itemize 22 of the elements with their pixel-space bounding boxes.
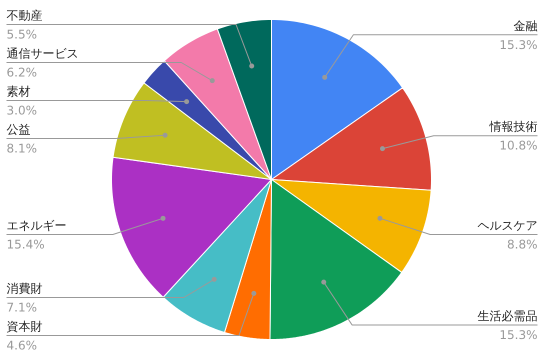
slice-label: 通信サービス <box>6 46 78 60</box>
slice-label: 情報技術 <box>488 120 538 134</box>
data-label: 15.3% <box>499 38 538 52</box>
slice-label: 資本財 <box>6 320 42 334</box>
slice-label: 素材 <box>6 84 30 98</box>
slice-label: 公益 <box>6 122 30 136</box>
data-label: 8.1% <box>6 142 37 156</box>
data-label: 3.0% <box>6 104 37 118</box>
data-label: 7.1% <box>6 300 37 314</box>
data-label: 5.5% <box>6 28 37 42</box>
slice-label: 金融 <box>514 18 538 33</box>
data-label: 15.4% <box>6 237 45 252</box>
data-label: 15.3% <box>499 328 538 342</box>
data-label: 10.8% <box>499 138 538 153</box>
data-label: 6.2% <box>6 66 37 80</box>
slice-label: 生活必需品 <box>478 308 538 323</box>
slice-label: エネルギー <box>6 218 66 232</box>
slice-label: 不動産 <box>6 8 42 22</box>
slice-label: 消費財 <box>6 282 42 296</box>
data-label: 8.8% <box>507 237 538 252</box>
data-label: 4.6% <box>6 338 37 352</box>
slice-label: ヘルスケア <box>478 218 538 232</box>
